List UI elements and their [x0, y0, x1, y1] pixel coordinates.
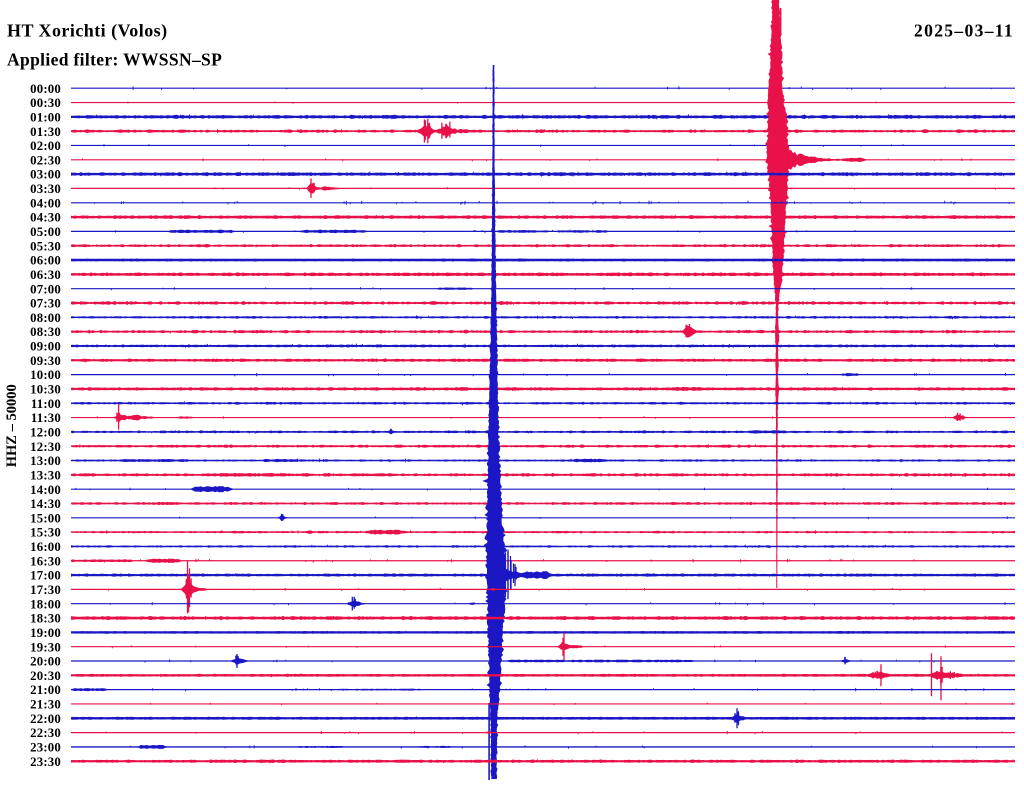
svg-text:13:00: 13:00 [30, 454, 61, 468]
svg-text:14:00: 14:00 [30, 483, 61, 497]
svg-text:08:00: 08:00 [30, 311, 61, 325]
svg-text:04:30: 04:30 [30, 211, 61, 225]
svg-text:03:30: 03:30 [30, 182, 61, 196]
svg-text:05:00: 05:00 [30, 225, 61, 239]
svg-text:09:00: 09:00 [30, 340, 61, 354]
svg-text:21:30: 21:30 [30, 698, 61, 712]
svg-text:15:00: 15:00 [30, 511, 61, 525]
svg-text:16:00: 16:00 [30, 540, 61, 554]
svg-text:02:00: 02:00 [30, 139, 61, 153]
svg-text:15:30: 15:30 [30, 526, 61, 540]
svg-text:2025–03–11: 2025–03–11 [914, 21, 1014, 41]
svg-text:18:00: 18:00 [30, 597, 61, 611]
svg-text:09:30: 09:30 [30, 354, 61, 368]
svg-text:HT Xorichti (Volos): HT Xorichti (Volos) [7, 21, 168, 42]
svg-text:08:30: 08:30 [30, 325, 61, 339]
svg-text:23:00: 23:00 [30, 741, 61, 755]
svg-text:10:00: 10:00 [30, 368, 61, 382]
svg-text:11:00: 11:00 [31, 397, 61, 411]
svg-text:19:00: 19:00 [30, 626, 61, 640]
svg-text:20:30: 20:30 [30, 669, 61, 683]
svg-text:22:00: 22:00 [30, 712, 61, 726]
svg-text:21:00: 21:00 [30, 683, 61, 697]
svg-text:11:30: 11:30 [31, 411, 61, 425]
svg-text:14:30: 14:30 [30, 497, 61, 511]
svg-text:01:30: 01:30 [30, 125, 61, 139]
svg-text:07:00: 07:00 [30, 282, 61, 296]
svg-text:01:00: 01:00 [30, 110, 61, 124]
svg-text:19:30: 19:30 [30, 640, 61, 654]
svg-text:12:30: 12:30 [30, 440, 61, 454]
svg-text:12:00: 12:00 [30, 426, 61, 440]
svg-text:02:30: 02:30 [30, 153, 61, 167]
svg-text:06:30: 06:30 [30, 268, 61, 282]
svg-text:04:00: 04:00 [30, 196, 61, 210]
svg-text:17:00: 17:00 [30, 569, 61, 583]
svg-text:22:30: 22:30 [30, 726, 61, 740]
svg-text:23:30: 23:30 [30, 755, 61, 769]
svg-text:16:30: 16:30 [30, 554, 61, 568]
svg-text:20:00: 20:00 [30, 655, 61, 669]
svg-text:17:30: 17:30 [30, 583, 61, 597]
svg-text:00:00: 00:00 [30, 82, 61, 96]
svg-text:05:30: 05:30 [30, 239, 61, 253]
svg-text:06:00: 06:00 [30, 254, 61, 268]
svg-text:13:30: 13:30 [30, 468, 61, 482]
svg-text:07:30: 07:30 [30, 297, 61, 311]
svg-text:10:30: 10:30 [30, 383, 61, 397]
svg-text:03:00: 03:00 [30, 168, 61, 182]
svg-text:Applied filter: WWSSN–SP: Applied filter: WWSSN–SP [7, 50, 222, 70]
svg-text:18:30: 18:30 [30, 612, 61, 626]
svg-text:00:30: 00:30 [30, 96, 61, 110]
svg-text:HHZ – 50000: HHZ – 50000 [4, 384, 20, 467]
